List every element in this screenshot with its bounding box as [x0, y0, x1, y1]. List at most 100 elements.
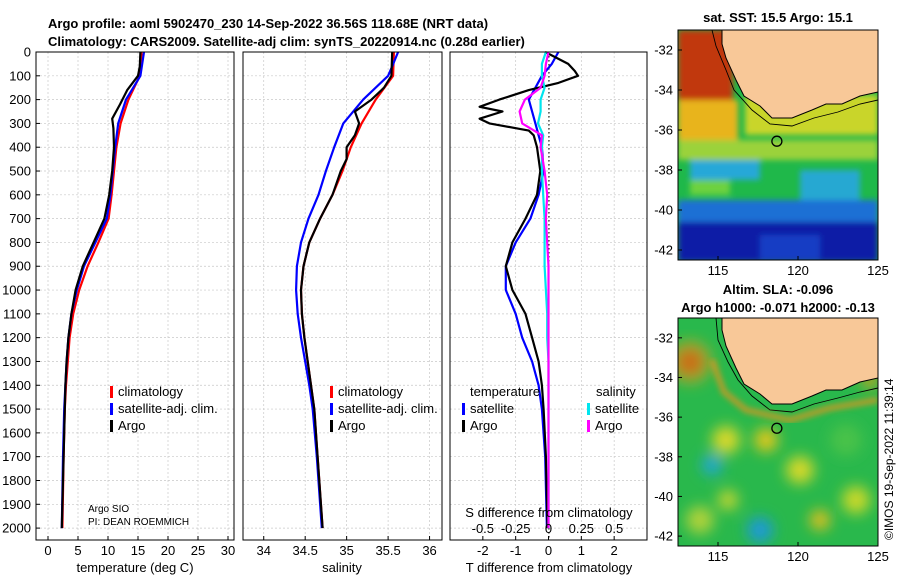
y-tick-label: 300 — [9, 116, 31, 131]
legend-t-argo: Argo — [470, 418, 497, 433]
legend-argo: Argo — [118, 418, 145, 433]
temperature-xlabel: temperature (deg C) — [76, 560, 193, 575]
salinity-x-ticks: 34 34.5 35 35.5 36 — [256, 536, 437, 558]
sla-field — [678, 318, 878, 546]
header-line-2: Climatology: CARS2009. Satellite-adj cli… — [48, 34, 525, 49]
sst-map: sat. SST: 15.5 Argo: 15.1 115 120 125 -32 -3… — [654, 10, 889, 278]
top-tick-label: 0.25 — [569, 521, 594, 536]
sla-contour — [715, 318, 878, 413]
credit-pi: PI: DEAN ROEMMICH — [88, 517, 189, 528]
y-tick-label: 1100 — [3, 306, 31, 321]
temperature-x-ticks: 0 5 10 15 20 25 30 — [44, 536, 235, 558]
credit-org: Argo SIO — [88, 504, 129, 515]
x-tick-label: 0 — [44, 543, 51, 558]
lat-tick-label: -38 — [654, 449, 673, 464]
sst-argo-marker — [771, 135, 783, 147]
y-tick-label: 400 — [9, 140, 31, 155]
x-tick-label: 34.5 — [293, 543, 318, 558]
series-line-s-satellite — [536, 51, 550, 529]
legend-s-satellite: satellite — [595, 401, 639, 416]
series-line-satellite-adj-clim- — [295, 51, 400, 529]
y-tick-label: 100 — [9, 68, 31, 83]
temperature-grid — [36, 52, 234, 540]
lat-tick-label: -40 — [654, 203, 673, 218]
legend-s-argo: Argo — [595, 418, 622, 433]
lat-tick-label: -36 — [654, 410, 673, 425]
legend-t-satellite: satellite — [470, 401, 514, 416]
legend-argo-mark — [110, 420, 113, 432]
legend-argo: Argo — [338, 418, 365, 433]
header-line-1: Argo profile: aoml 5902470_230 14-Sep-20… — [48, 16, 488, 31]
difference-legend: temperature satellite Argo salinity sate… — [462, 384, 639, 433]
difference-panel: -2 -1 0 1 2 -0.5 -0.25 0 0.25 0.5 S difference f… — [449, 51, 648, 575]
sla-map-ticks: 115 120 125 -32 -34 -36 -38 -40 -42 — [654, 330, 889, 564]
sla-map: Altim. SLA: -0.096 Argo h1000: -0.071 h2… — [654, 282, 889, 564]
lon-tick-label: 125 — [867, 549, 889, 564]
temperature-plot-area — [36, 52, 234, 540]
y-tick-label: 1400 — [2, 378, 31, 393]
lon-tick-label: 115 — [708, 549, 729, 564]
salinity-legend: climatology satellite-adj. clim. Argo — [330, 384, 438, 433]
y-tick-label: 900 — [9, 259, 31, 274]
sst-map-ticks: 115 120 125 -32 -34 -36 -38 -40 -42 — [654, 43, 889, 279]
top-tick-label: 0 — [545, 521, 552, 536]
legend-salinity-title: salinity — [596, 384, 636, 399]
x-tick-label: 25 — [191, 543, 205, 558]
t-difference-x-ticks: -2 -1 0 1 2 — [477, 536, 618, 558]
lat-tick-label: -34 — [654, 370, 673, 385]
temperature-series — [60, 51, 146, 529]
x-tick-label: 5 — [74, 543, 81, 558]
salinity-grid — [243, 52, 442, 540]
sla-map-subtitle: Argo h1000: -0.071 h2000: -0.13 — [681, 300, 875, 315]
lat-tick-label: -38 — [654, 163, 673, 178]
x-tick-label: 0 — [545, 543, 552, 558]
lon-tick-label: 125 — [867, 263, 889, 278]
x-tick-label: 1 — [578, 543, 585, 558]
sla-frame — [677, 317, 879, 547]
x-tick-label: -2 — [477, 543, 489, 558]
sst-frame — [677, 29, 879, 261]
y-tick-label: 200 — [9, 92, 31, 107]
legend-climatology: climatology — [118, 384, 184, 399]
series-line-argo — [60, 51, 142, 529]
x-tick-label: 35 — [339, 543, 353, 558]
legend-satellite-mark — [330, 403, 333, 415]
series-line-argo — [299, 51, 394, 529]
x-tick-label: 2 — [611, 543, 618, 558]
y-tick-label: 1600 — [2, 425, 31, 440]
y-tick-label: 1500 — [2, 402, 31, 417]
lat-tick-label: -32 — [654, 330, 673, 345]
salinity-series — [295, 51, 400, 529]
legend-climatology: climatology — [338, 384, 404, 399]
legend-s-argo-mark — [587, 420, 590, 432]
series-line-s-argo — [518, 51, 550, 529]
salinity-panel: 34 34.5 35 35.5 36 salinity climatology sate… — [242, 51, 443, 575]
sst-field — [678, 30, 878, 260]
salinity-xlabel: salinity — [322, 560, 362, 575]
legend-climatology-mark — [110, 386, 113, 398]
top-tick-label: -0.25 — [501, 521, 531, 536]
legend-temperature-title: temperature — [470, 384, 540, 399]
lat-tick-label: -34 — [654, 83, 673, 98]
y-tick-label: 1300 — [2, 354, 31, 369]
x-tick-label: 30 — [221, 543, 235, 558]
legend-satellite: satellite-adj. clim. — [118, 401, 218, 416]
y-tick-label: 1700 — [2, 449, 31, 464]
x-tick-label: 36 — [422, 543, 436, 558]
sla-argo-marker — [771, 422, 783, 434]
y-tick-label: 700 — [9, 211, 31, 226]
x-tick-label: 20 — [161, 543, 175, 558]
x-tick-label: 34 — [256, 543, 270, 558]
lon-tick-label: 120 — [787, 549, 809, 564]
sst-contour — [711, 30, 878, 127]
lat-tick-label: -40 — [654, 489, 673, 504]
legend-t-satellite-mark — [462, 403, 465, 415]
y-tick-label: 500 — [9, 164, 31, 179]
legend-s-satellite-mark — [587, 403, 590, 415]
x-tick-label: 10 — [101, 543, 115, 558]
x-tick-label: 35.5 — [375, 543, 400, 558]
sst-land — [721, 30, 878, 119]
x-tick-label: 15 — [131, 543, 145, 558]
lat-tick-label: -42 — [654, 243, 673, 258]
